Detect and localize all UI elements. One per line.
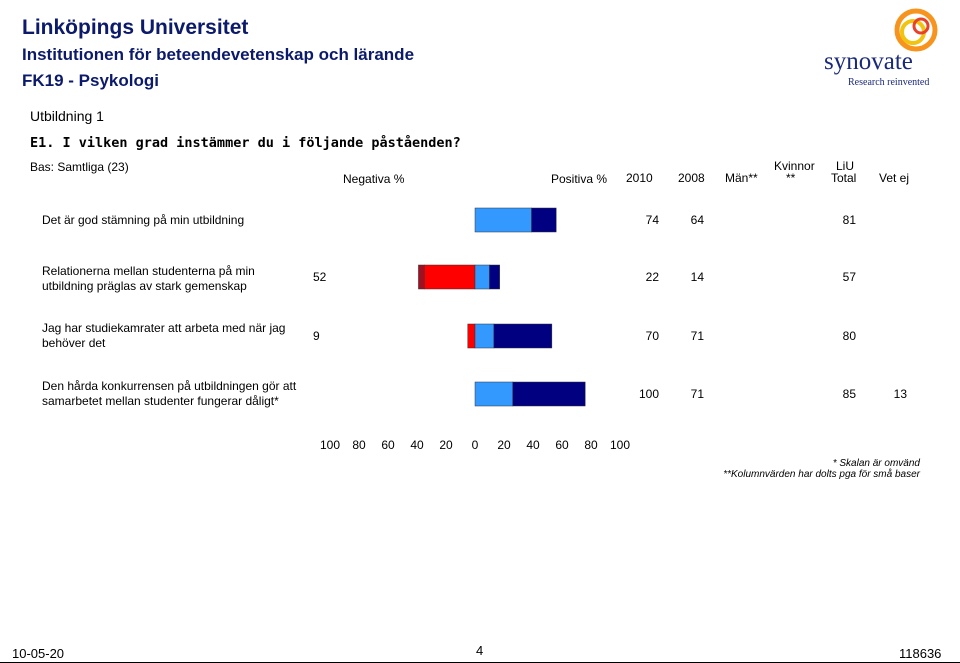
- course-title: FK19 - Psykologi: [22, 71, 159, 90]
- value-liu-total-2: 57: [843, 270, 857, 284]
- positiva-header: Positiva %: [551, 172, 608, 186]
- x-tick-label-9: 60: [555, 438, 569, 452]
- x-tick-label-6: 0: [472, 438, 479, 452]
- value-liu-total-4: 85: [843, 387, 857, 401]
- col-2008-header: 2008: [678, 171, 705, 185]
- logo-tagline: Research reinvented: [848, 77, 930, 88]
- col-kvinnor-header: Kvinnor: [774, 159, 815, 173]
- bar-negative-strong-2: [418, 264, 425, 290]
- bar-negative-3: [467, 323, 476, 349]
- value-2010-2: 22: [646, 270, 660, 284]
- category-label-1: Det är god stämning på min utbildning: [42, 213, 245, 227]
- col-2010-header: 2010: [626, 171, 653, 185]
- bar-positive-strong-3: [493, 323, 553, 349]
- negativa-value-2: 52: [313, 270, 327, 284]
- bar-positive-strong-4: [512, 381, 586, 407]
- bar-negative-2: [424, 264, 476, 290]
- synovate-logo: synovate Research reinvented: [822, 6, 942, 90]
- note-hidden-values: **Kolumnvärden har dolts pga för små bas…: [723, 469, 920, 480]
- bar-positive-2: [474, 264, 490, 290]
- footer-project-number: 118636: [899, 646, 942, 661]
- x-tick-label-8: 40: [526, 438, 540, 452]
- x-tick-label-10: 80: [584, 438, 598, 452]
- question-text: E1. I vilken grad instämmer du i följand…: [30, 135, 461, 151]
- category-label-3: Jag har studiekamrater att arbeta med nä…: [42, 321, 286, 350]
- value-2010-4: 100: [639, 387, 659, 401]
- value-2008-4: 71: [691, 387, 705, 401]
- note-reversed-scale: * Skalan är omvänd: [832, 458, 920, 469]
- value-2008-3: 71: [691, 329, 705, 343]
- value-2010-3: 70: [646, 329, 660, 343]
- x-tick-label-4: 40: [410, 438, 424, 452]
- value-2008-1: 64: [691, 213, 705, 227]
- value-2008-2: 14: [691, 270, 705, 284]
- footer-page-number: 4: [476, 643, 484, 658]
- x-tick-label-3: 60: [381, 438, 395, 452]
- x-tick-label-7: 20: [497, 438, 511, 452]
- institution-title: Institutionen för beteendevetenskap och …: [22, 45, 415, 64]
- bar-positive-3: [474, 323, 495, 349]
- col-vetej-header: Vet ej: [879, 171, 910, 185]
- negativa-value-3: 9: [313, 329, 320, 343]
- bar-positive-strong-1: [531, 207, 557, 233]
- x-tick-label-2: 80: [352, 438, 366, 452]
- bar-positive-1: [474, 207, 532, 233]
- col-kvinnor-header-2: **: [786, 171, 796, 185]
- category-label-2: Relationerna mellan studenterna på min u…: [42, 264, 255, 293]
- synovate-logo-icon: [894, 8, 938, 52]
- col-liu-header-2: Total: [831, 171, 857, 185]
- value-vet-ej-4: 13: [894, 387, 908, 401]
- category-label-4: Den hårda konkurrensen på utbildningen g…: [42, 379, 297, 408]
- col-man-header: Män**: [725, 171, 758, 185]
- section-title: Utbildning 1: [30, 108, 104, 124]
- footer-date: 10-05-20: [12, 646, 65, 661]
- x-tick-label-1: 100: [320, 438, 340, 452]
- university-title: Linköpings Universitet: [22, 16, 249, 39]
- negativa-header: Negativa %: [343, 172, 405, 186]
- value-liu-total-1: 81: [843, 213, 857, 227]
- logo-wordmark: synovate: [824, 48, 913, 75]
- bar-positive-strong-2: [489, 264, 500, 290]
- value-liu-total-3: 80: [843, 329, 857, 343]
- bar-positive-4: [474, 381, 513, 407]
- value-2010-1: 74: [646, 213, 660, 227]
- x-tick-label-11: 100: [610, 438, 630, 452]
- x-tick-label-5: 20: [439, 438, 453, 452]
- col-liu-header: LiU: [836, 159, 855, 173]
- base-text: Bas: Samtliga (23): [30, 160, 129, 174]
